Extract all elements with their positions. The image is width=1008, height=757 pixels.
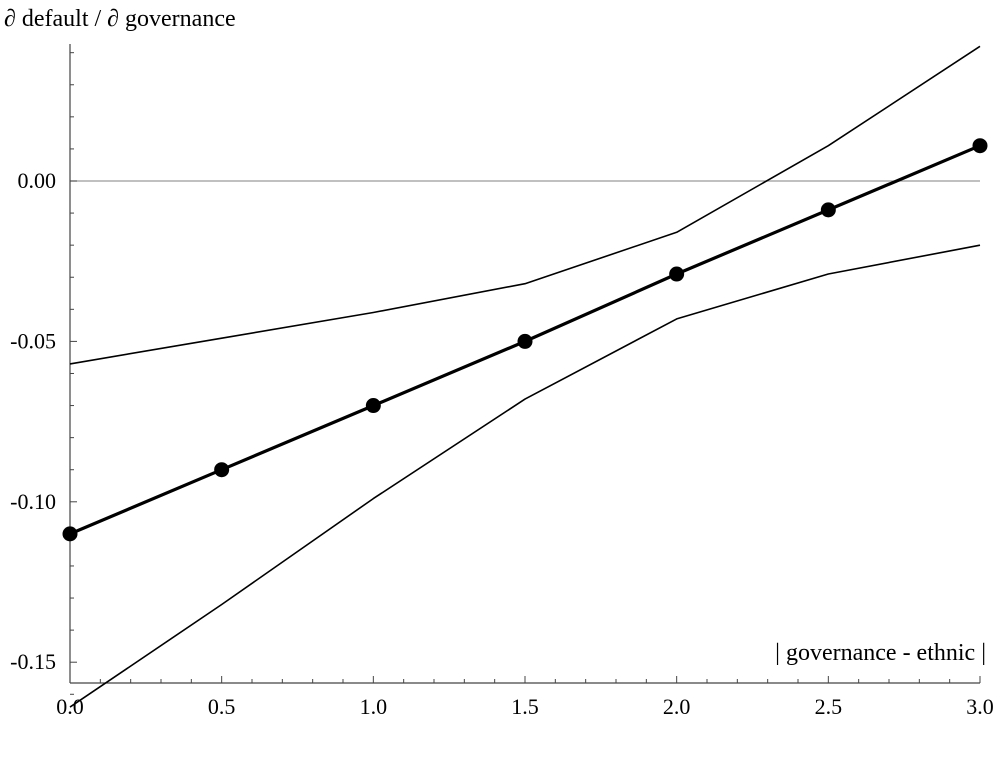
estimate-point <box>820 202 836 218</box>
y-tick-label: -0.15 <box>10 649 56 674</box>
x-tick-label: 0.5 <box>208 694 236 719</box>
estimate-point <box>365 398 381 414</box>
y-axis-title: ∂ default / ∂ governance <box>4 6 236 32</box>
estimate-point <box>669 266 685 282</box>
estimate-point <box>517 333 533 349</box>
estimate-point <box>214 462 230 478</box>
x-tick-label: 3.0 <box>966 694 994 719</box>
estimate-point <box>972 138 988 154</box>
x-tick-label: 1.5 <box>511 694 539 719</box>
x-tick-label: 1.0 <box>360 694 388 719</box>
label-layer: 0.00 -0.05 -0.10 -0.150.0 0.5 1.0 1.5 2.0 2.5 3.0 <box>10 168 994 719</box>
lower-bound-line <box>69 244 981 708</box>
x-tick-label: 0.0 <box>56 694 84 719</box>
series-layer <box>69 45 981 708</box>
x-tick-label: 2.0 <box>663 694 691 719</box>
y-tick-label: -0.10 <box>10 489 56 514</box>
y-tick-label: -0.05 <box>10 328 56 353</box>
upper-bound-line <box>69 45 981 365</box>
x-tick-label: 2.5 <box>815 694 843 719</box>
estimate-point <box>62 526 78 542</box>
y-tick-label: 0.00 <box>18 168 57 193</box>
x-axis-title: | governance - ethnic | <box>775 640 986 666</box>
marker-layer <box>62 138 988 542</box>
axes-layer <box>69 44 981 695</box>
